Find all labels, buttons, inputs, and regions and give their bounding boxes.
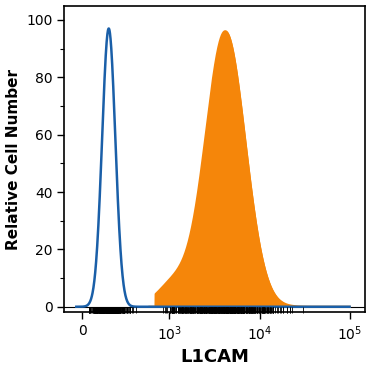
X-axis label: L1CAM: L1CAM xyxy=(180,349,249,366)
Y-axis label: Relative Cell Number: Relative Cell Number xyxy=(6,68,20,250)
